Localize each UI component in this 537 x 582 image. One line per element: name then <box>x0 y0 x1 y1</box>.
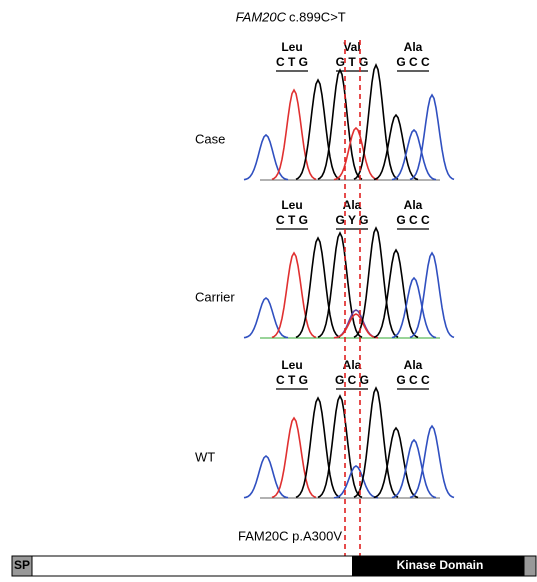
sample-label: Carrier <box>195 289 235 304</box>
trace-peak <box>318 233 362 337</box>
amino-acid: Leu <box>281 358 302 372</box>
codon: C T G <box>276 213 308 227</box>
tail-box <box>524 556 536 576</box>
trace-peak <box>272 418 316 497</box>
trace-peak <box>392 130 436 180</box>
trace-peak <box>334 466 378 498</box>
codon: C T G <box>276 55 308 69</box>
trace-peak <box>410 253 454 337</box>
amino-acid: Ala <box>404 358 423 372</box>
gene-name: FAM20C <box>236 9 287 24</box>
trace-peak <box>296 398 340 497</box>
mutation-label: FAM20C p.A300V <box>238 528 342 543</box>
trace-peak <box>392 278 436 338</box>
trace-peak <box>374 428 418 498</box>
amino-acid: Ala <box>404 40 423 54</box>
codon: C T G <box>276 373 308 387</box>
trace-peak <box>244 135 288 180</box>
amino-acid: Leu <box>281 40 302 54</box>
trace-peak <box>318 70 362 179</box>
trace-peak <box>374 250 418 337</box>
trace-peak <box>374 115 418 180</box>
figure: FAM20C c.899C>T CaseLeuC T GValG T GAlaG… <box>0 0 537 582</box>
codon: G C G <box>335 373 369 387</box>
amino-acid: Leu <box>281 198 302 212</box>
trace-peak <box>392 440 436 498</box>
signal-label: SP <box>14 558 30 572</box>
sample-label: Case <box>195 131 225 146</box>
codon: G C C <box>396 55 430 69</box>
domain-label: Kinase Domain <box>397 558 484 572</box>
sample-label: WT <box>195 449 215 464</box>
codon: G Y G <box>336 213 369 227</box>
amino-acid: Ala <box>404 198 423 212</box>
trace-peak <box>296 80 340 179</box>
trace-peak <box>318 396 362 497</box>
codon: G T G <box>336 55 369 69</box>
codon: G C C <box>396 373 430 387</box>
trace-peak <box>410 95 454 179</box>
codon: G C C <box>396 213 430 227</box>
amino-acid: Val <box>343 40 360 54</box>
trace-peak <box>334 314 378 338</box>
trace-peak <box>410 426 454 498</box>
trace-peak <box>296 238 340 337</box>
trace-peak <box>244 456 288 498</box>
variant: c.899C>T <box>289 9 346 24</box>
